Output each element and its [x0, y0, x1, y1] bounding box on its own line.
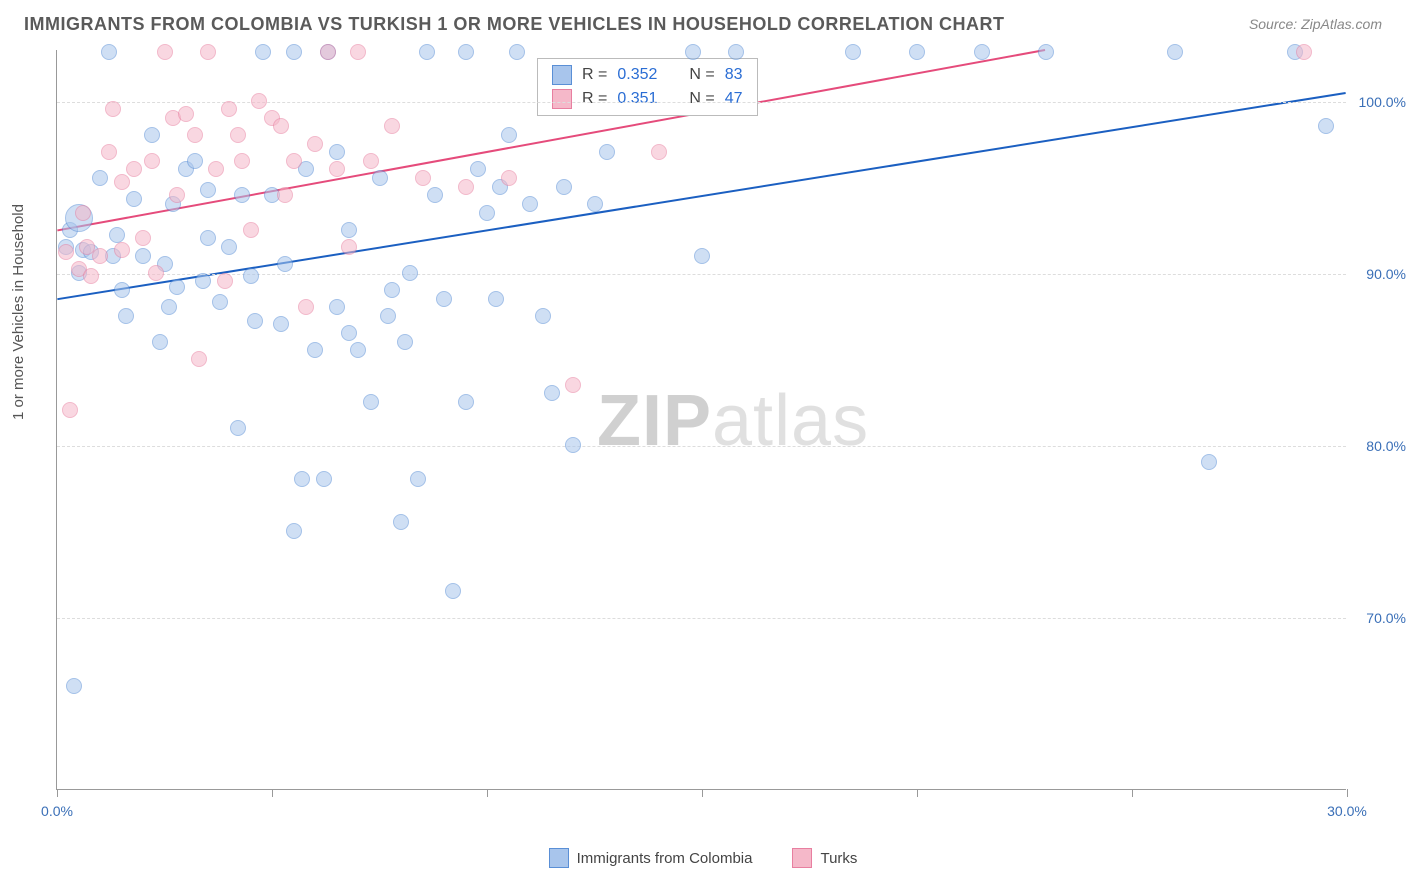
y-tick-label: 100.0% — [1359, 94, 1406, 110]
r-value: 0.352 — [617, 66, 657, 84]
chart-container: IMMIGRANTS FROM COLOMBIA VS TURKISH 1 OR… — [0, 0, 1406, 892]
y-tick-label: 70.0% — [1366, 610, 1406, 626]
gridline-h — [57, 618, 1346, 619]
legend-swatch — [552, 89, 572, 109]
r-value: 0.351 — [617, 90, 657, 108]
x-tick-label: 30.0% — [1327, 803, 1367, 819]
x-tick — [272, 789, 273, 797]
legend-label: Immigrants from Colombia — [577, 850, 753, 867]
y-axis-title: 1 or more Vehicles in Household — [10, 204, 27, 420]
gridline-h — [57, 102, 1346, 103]
x-tick — [487, 789, 488, 797]
y-tick-label: 90.0% — [1366, 266, 1406, 282]
trendlines-svg — [57, 50, 1346, 789]
x-tick — [57, 789, 58, 797]
x-tick — [702, 789, 703, 797]
legend-swatch — [792, 848, 812, 868]
source-label: Source: ZipAtlas.com — [1249, 16, 1382, 32]
bottom-legend-item: Immigrants from Colombia — [549, 848, 753, 868]
y-tick-label: 80.0% — [1366, 438, 1406, 454]
n-label: N = — [689, 90, 714, 108]
r-label: R = — [582, 90, 607, 108]
correlation-legend: R = 0.352 N = 83 R = 0.351 N = 47 — [537, 58, 758, 116]
bottom-legend-item: Turks — [792, 848, 857, 868]
plot-area: ZIPatlas R =0.352N =83R =0.351N =47 70.0… — [56, 50, 1346, 790]
x-tick — [1347, 789, 1348, 797]
gridline-h — [57, 446, 1346, 447]
n-label: N = — [689, 66, 714, 84]
x-tick-label: 0.0% — [41, 803, 73, 819]
chart-title: IMMIGRANTS FROM COLOMBIA VS TURKISH 1 OR… — [24, 14, 1005, 35]
r-label: R = — [582, 66, 607, 84]
bottom-legend: Immigrants from Colombia Turks — [0, 848, 1406, 868]
legend-label: Turks — [820, 850, 857, 867]
n-value: 47 — [725, 90, 743, 108]
corr-legend-row: R = 0.352 N = 83 — [538, 63, 757, 87]
legend-swatch — [549, 848, 569, 868]
corr-legend-row: R = 0.351 N = 47 — [538, 87, 757, 111]
legend-swatch — [552, 65, 572, 85]
x-tick — [1132, 789, 1133, 797]
x-tick — [917, 789, 918, 797]
gridline-h — [57, 274, 1346, 275]
n-value: 83 — [725, 66, 743, 84]
